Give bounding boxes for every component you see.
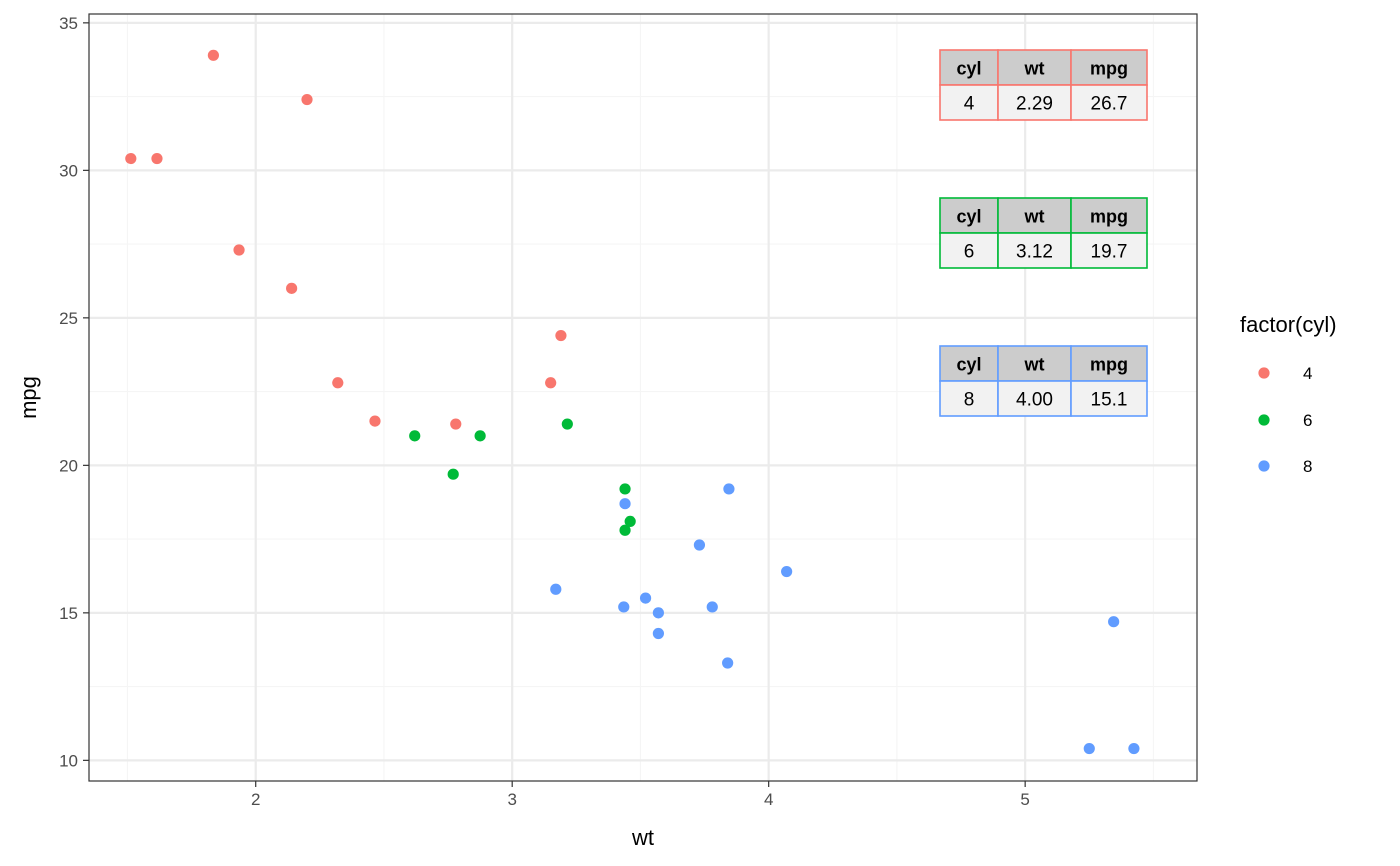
data-point-cyl-8 (639, 592, 652, 604)
table-value-cell (939, 380, 999, 417)
x-tick-label: 2 (251, 790, 260, 809)
data-point-cyl-8 (722, 657, 734, 669)
x-axis: 2 3 4 5 (251, 781, 1030, 809)
table-value-cell (1070, 380, 1148, 417)
x-axis-title: wt (631, 825, 654, 850)
data-points (125, 49, 1140, 755)
panel-border (88, 13, 1198, 782)
data-point-cyl-4 (233, 244, 245, 256)
table-header-label: mpg (1090, 355, 1128, 375)
data-point-cyl-6 (474, 430, 486, 442)
table-header-cell (1070, 197, 1148, 234)
data-point-cyl-8 (723, 483, 735, 495)
data-point-cyl-4 (555, 329, 567, 342)
data-point-cyl-4 (450, 418, 462, 430)
table-header-label: wt (1024, 355, 1045, 375)
data-point-cyl-8 (781, 565, 793, 578)
legend-label-cyl-8: 8 (1303, 457, 1312, 476)
y-tick-label: 15 (59, 604, 78, 623)
legend-key-cyl-8 (1258, 460, 1270, 472)
table-value-label: 8 (964, 390, 975, 411)
data-point-cyl-8 (550, 583, 562, 595)
data-point-cyl-6 (619, 483, 631, 495)
data-point-cyl-4 (332, 377, 344, 389)
data-point-cyl-8 (706, 601, 718, 613)
data-point-cyl-4 (125, 152, 137, 165)
data-point-cyl-4 (286, 282, 298, 294)
legend-title: factor(cyl) (1240, 312, 1337, 337)
legend-label-cyl-4: 4 (1303, 364, 1312, 383)
data-point-cyl-8 (693, 539, 706, 551)
legend-label-cyl-6: 6 (1303, 411, 1312, 430)
data-point-cyl-8 (1108, 616, 1120, 628)
data-point-cyl-4 (151, 152, 163, 165)
data-point-cyl-8 (1128, 742, 1140, 755)
data-point-cyl-6 (561, 418, 573, 430)
table-value-cell (939, 84, 999, 121)
x-tick-label: 5 (1020, 790, 1029, 809)
y-axis: 10 15 20 25 30 35 (59, 14, 89, 770)
table-value-label: 3.12 (1016, 242, 1053, 263)
table-header-cell (1070, 345, 1148, 382)
data-point-cyl-6 (619, 524, 631, 536)
data-point-cyl-4 (545, 377, 557, 389)
table-value-label: 26.7 (1091, 94, 1128, 115)
x-tick-label: 3 (507, 790, 516, 809)
data-point-cyl-8 (652, 607, 664, 619)
table-value-label: 6 (964, 242, 975, 263)
table-header-label: mpg (1090, 207, 1128, 227)
data-point-cyl-8 (619, 498, 631, 510)
data-point-cyl-4 (301, 93, 313, 106)
table-value-label: 4.00 (1016, 390, 1053, 411)
legend-key-cyl-6 (1258, 414, 1270, 426)
table-header-label: mpg (1090, 59, 1128, 79)
data-point-cyl-6 (624, 515, 636, 528)
legend-key-cyl-4 (1258, 367, 1270, 379)
y-tick-label: 30 (59, 161, 78, 180)
table-value-label: 15.1 (1091, 390, 1128, 411)
data-point-cyl-8 (652, 627, 664, 640)
summary-table-cyl-8: cyl 8 wt 4.00 mpg 15.1 (939, 345, 1148, 417)
summary-table-cyl-4: cyl 4 wt 2.29 mpg 26.7 (939, 49, 1148, 121)
y-tick-label: 25 (59, 309, 78, 328)
data-point-cyl-4 (207, 49, 219, 61)
table-value-cell (1070, 232, 1148, 269)
table-value-label: 19.7 (1091, 242, 1128, 263)
table-header-label: cyl (956, 59, 981, 79)
table-header-label: wt (1024, 59, 1045, 79)
table-value-label: 4 (964, 94, 975, 115)
table-value-cell (1070, 84, 1148, 121)
legend-items: 4 6 8 (1258, 364, 1312, 476)
y-tick-label: 20 (59, 456, 78, 475)
y-axis-title: mpg (16, 376, 41, 419)
data-point-cyl-4 (369, 415, 381, 427)
data-point-cyl-6 (447, 468, 459, 480)
table-header-cell (997, 49, 1072, 86)
y-tick-label: 35 (59, 14, 78, 33)
table-header-label: wt (1024, 207, 1045, 227)
table-value-label: 2.29 (1016, 94, 1053, 115)
summary-tables: cyl 4 wt 2.29 mpg 26.7 cyl 6 wt 3.12 mpg 19.7 cyl 8 wt… (939, 49, 1148, 417)
table-header-label: cyl (956, 355, 981, 375)
x-tick-label: 4 (764, 790, 773, 809)
data-point-cyl-6 (409, 430, 421, 442)
table-value-cell (939, 232, 999, 269)
legend: factor(cyl) 4 6 8 (1240, 312, 1337, 476)
y-tick-label: 10 (59, 751, 78, 770)
data-point-cyl-8 (1083, 742, 1095, 755)
table-header-label: cyl (956, 207, 981, 227)
summary-table-cyl-6: cyl 6 wt 3.12 mpg 19.7 (939, 197, 1148, 269)
data-point-cyl-8 (618, 601, 630, 613)
